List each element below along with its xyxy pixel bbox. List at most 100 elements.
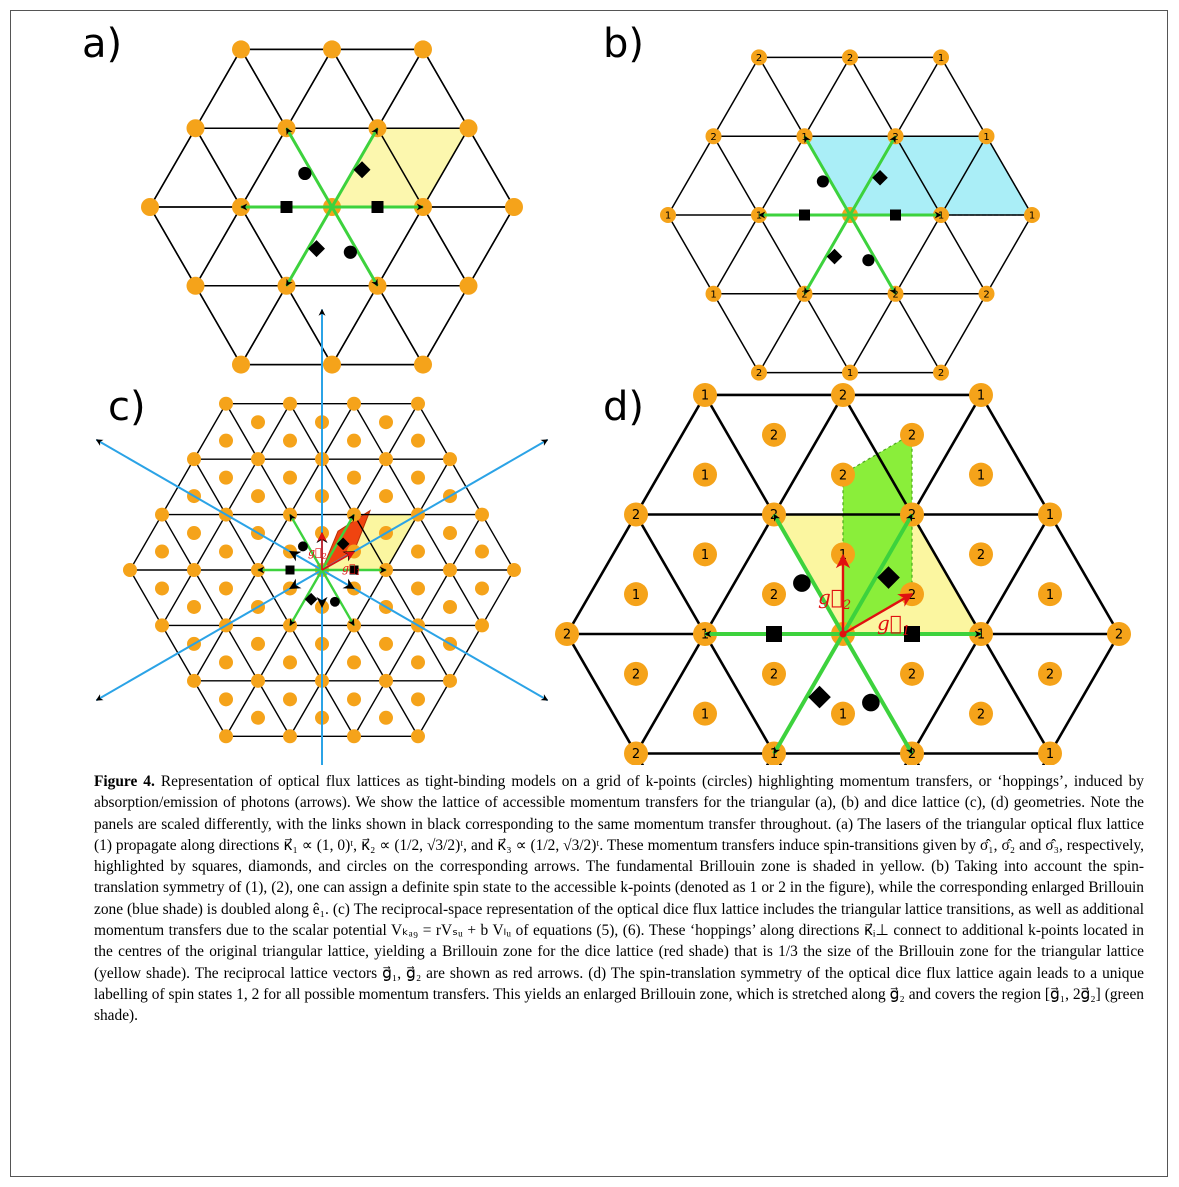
square-marker <box>904 626 920 642</box>
k-point <box>379 673 393 688</box>
lattice-link <box>417 514 451 571</box>
centre-k-point <box>283 470 297 485</box>
centre-k-point <box>411 433 425 448</box>
lattice-link <box>849 57 897 137</box>
centre-k-point <box>1038 661 1062 686</box>
k-point-label: 2 <box>908 747 916 762</box>
hop-arrow <box>95 438 323 571</box>
k-point <box>751 364 767 381</box>
k-point <box>414 40 432 59</box>
lattice-link <box>449 514 483 571</box>
lattice-link <box>161 569 195 626</box>
k-point <box>283 396 297 411</box>
lattice-link <box>194 49 242 129</box>
k-point <box>751 49 767 66</box>
k-point <box>660 207 676 223</box>
lattice-link <box>129 569 163 626</box>
centre-k-point <box>1038 582 1062 607</box>
momentum-arrow <box>803 135 852 216</box>
centre-k-point <box>411 655 425 670</box>
k-point <box>969 382 993 407</box>
k-point-label: 2 <box>563 628 571 643</box>
centre-k-point <box>219 655 233 670</box>
k-point-label: 2 <box>938 368 944 379</box>
k-point <box>347 396 361 411</box>
centre-k-point <box>347 692 361 707</box>
lattice-link <box>193 458 227 515</box>
centre-k-point <box>219 581 233 596</box>
lattice-link <box>712 214 760 295</box>
k-point-label: 2 <box>847 53 853 64</box>
lattice-link <box>712 293 760 373</box>
k-point <box>347 729 361 744</box>
k-point-label: 1 <box>847 368 853 379</box>
vector-g1 <box>842 592 914 636</box>
k-point-label: 2 <box>839 389 847 404</box>
k-point <box>624 502 648 527</box>
k-point <box>978 128 995 145</box>
lattice-link <box>417 680 451 737</box>
centre-k-point <box>762 661 786 686</box>
lattice-link <box>667 135 715 216</box>
k-point <box>933 364 949 381</box>
k-point <box>283 729 297 744</box>
lattice-link <box>240 49 288 129</box>
hop-arrow <box>321 569 549 702</box>
momentum-arrow <box>841 633 914 755</box>
circle-marker <box>298 166 312 181</box>
centre-k-point-label: 2 <box>977 548 985 563</box>
centre-k-point <box>283 692 297 707</box>
lattice-link <box>225 680 259 737</box>
lattice-link <box>758 293 806 373</box>
k-point-label: 2 <box>632 747 640 762</box>
lattice-link <box>240 206 288 287</box>
lattice-link <box>193 514 227 571</box>
k-point <box>187 563 201 577</box>
k-point <box>219 396 233 411</box>
lattice-link <box>321 625 355 682</box>
lattice-link <box>353 403 387 460</box>
centre-k-point-label: 1 <box>977 468 985 483</box>
momentum-arrow <box>288 569 324 627</box>
lattice-link <box>289 458 323 515</box>
k-point <box>251 452 265 467</box>
lattice-link <box>289 625 323 682</box>
circle-marker <box>297 541 308 552</box>
centre-k-point <box>969 701 993 726</box>
square-marker <box>890 209 901 221</box>
lattice-link <box>376 285 424 365</box>
k-point <box>1038 502 1062 527</box>
centre-k-point-label: 2 <box>770 668 778 683</box>
lattice-link <box>985 135 1033 216</box>
circle-marker <box>862 254 875 267</box>
lattice-link <box>285 49 333 129</box>
lattice-link <box>481 569 515 626</box>
lattice-link <box>894 135 942 216</box>
vector-g2-label: g⃗2 <box>308 546 327 561</box>
lattice-link <box>385 680 419 737</box>
centre-k-point <box>187 526 201 541</box>
lattice-link <box>481 514 515 571</box>
k-point-label: 1 <box>770 747 778 762</box>
lattice-link <box>940 135 988 216</box>
k-point <box>411 729 425 744</box>
lattice-link <box>940 293 988 373</box>
k-point-label: 1 <box>983 132 989 143</box>
lattice-link <box>565 633 638 755</box>
lattice-link <box>910 394 983 516</box>
centre-k-point <box>693 701 717 726</box>
caption-title: Figure 4. <box>94 773 155 790</box>
k-point <box>459 276 478 295</box>
square-marker <box>371 201 384 213</box>
k-point <box>186 119 205 138</box>
momentum-arrow <box>320 513 356 571</box>
arrow-head <box>905 746 913 755</box>
lattice-link <box>225 403 259 460</box>
k-point <box>219 729 233 744</box>
centre-k-point-label: 1 <box>701 468 709 483</box>
lattice-link <box>803 293 851 373</box>
centre-k-point <box>443 599 457 614</box>
centre-k-point <box>187 599 201 614</box>
lattice-link <box>712 57 760 137</box>
lattice-link <box>225 569 259 626</box>
